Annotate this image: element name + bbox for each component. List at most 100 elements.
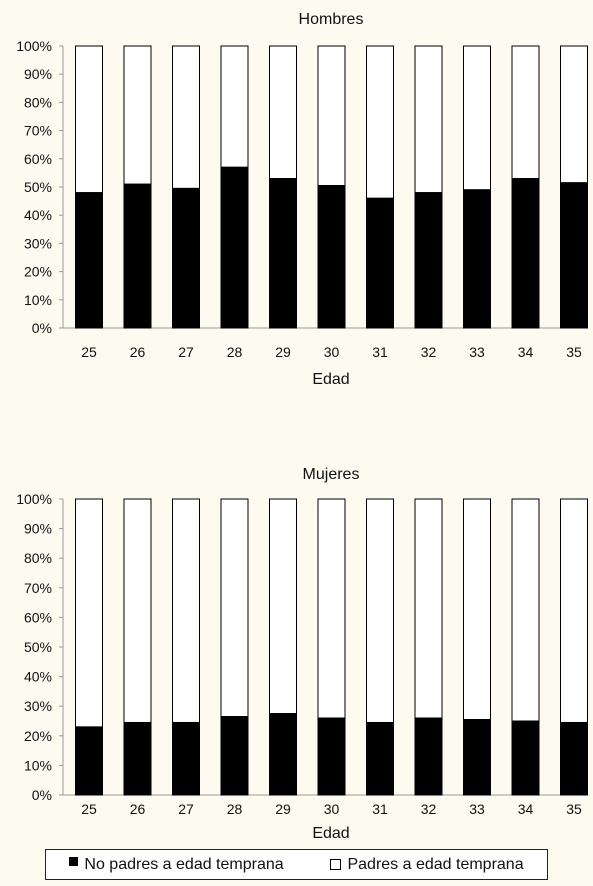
chart-0-bar-padres <box>560 45 588 184</box>
chart-1-bar-no-padres <box>560 721 588 796</box>
legend-swatch-filled <box>69 857 79 866</box>
chart-1-bar-padres <box>366 498 394 723</box>
chart-0-category-label: 34 <box>518 344 534 360</box>
legend-swatch-hollow <box>330 859 342 870</box>
chart-1-category-label: 26 <box>130 801 146 817</box>
chart-1-category-label: 25 <box>81 801 97 817</box>
chart-1-ytick-label: 40% <box>24 669 52 685</box>
chart-1-ytick-label: 50% <box>24 639 52 655</box>
chart-0-bar-no-padres <box>317 185 346 329</box>
chart-0-category-label: 35 <box>566 344 582 360</box>
chart-1-bar-padres <box>463 498 491 721</box>
chart-0-ytick-label: 10% <box>24 292 52 308</box>
chart-1-bar-no-padres <box>366 721 394 796</box>
chart-1-bar-padres <box>220 498 249 718</box>
chart-1-bar-no-padres <box>463 719 491 796</box>
legend-label-no-padres: No padres a edad temprana <box>84 855 284 873</box>
chart-0-bar-padres <box>172 45 200 189</box>
chart-0-bar-no-padres <box>463 189 491 329</box>
chart-0-bar-padres <box>220 45 249 168</box>
chart-1-ytick-label: 70% <box>24 580 52 596</box>
chart-1-category-label: 29 <box>275 801 291 817</box>
chart-0-ytick-label: 20% <box>24 264 52 280</box>
chart-0-category-label: 30 <box>324 344 340 360</box>
chart-0-category-label: 29 <box>275 344 291 360</box>
chart-0-category-label: 31 <box>372 344 388 360</box>
chart-1-ytick-label: 100% <box>16 491 52 507</box>
chart-1-category-label: 34 <box>518 801 534 817</box>
chart-1-bar-no-padres <box>123 721 152 796</box>
chart-0-bar-no-padres <box>560 182 588 329</box>
legend-item-padres: Padres a edad temprana <box>330 855 524 874</box>
chart-0-category-label: 25 <box>81 344 97 360</box>
chart-0-bar-padres <box>511 45 540 180</box>
chart-1-bar-no-padres <box>220 716 249 796</box>
chart-0-ytick-label: 100% <box>16 38 52 54</box>
chart-0-category-label: 27 <box>178 344 194 360</box>
chart-1-category-label: 27 <box>178 801 194 817</box>
legend-label-padres: Padres a edad temprana <box>347 855 524 873</box>
chart-1-category-label: 35 <box>566 801 582 817</box>
chart-0-category-label: 28 <box>227 344 243 360</box>
chart-1-ytick-label: 10% <box>24 757 52 773</box>
chart-0-xlabel: Edad <box>312 371 349 388</box>
chart-0-ytick-label: 40% <box>24 207 52 223</box>
chart-1-bar-no-padres <box>75 726 103 796</box>
chart-0-bar-no-padres <box>123 183 152 329</box>
chart-1-category-label: 32 <box>421 801 437 817</box>
chart-1-ytick-label: 0% <box>32 787 52 803</box>
chart-1-bar-padres <box>560 498 588 723</box>
chart-1-bar-padres <box>269 498 297 715</box>
chart-0-bar-no-padres <box>75 192 103 329</box>
chart-1-bar-no-padres <box>414 717 443 796</box>
chart-0-ytick-label: 0% <box>32 320 52 336</box>
chart-1-bar-padres <box>414 498 443 719</box>
chart-0-title: Hombres <box>299 11 364 28</box>
chart-1-ytick-label: 30% <box>24 698 52 714</box>
legend: No padres a edad temprana Padres a edad … <box>45 849 548 880</box>
chart-1-category-label: 33 <box>469 801 485 817</box>
chart-0-category-label: 32 <box>421 344 437 360</box>
chart-1-bar-no-padres <box>269 713 297 796</box>
chart-0-bar-padres <box>269 45 297 180</box>
chart-0-ytick-label: 30% <box>24 235 52 251</box>
chart-0-category-label: 33 <box>469 344 485 360</box>
chart-1-ytick-label: 20% <box>24 728 52 744</box>
chart-1-category-label: 30 <box>324 801 340 817</box>
chart-1-xlabel: Edad <box>312 825 349 842</box>
chart-1-category-label: 28 <box>227 801 243 817</box>
chart-1-bar-no-padres <box>511 720 540 796</box>
chart-0-bar-padres <box>414 45 443 194</box>
chart-1-ytick-label: 90% <box>24 521 52 537</box>
chart-0-ytick-label: 60% <box>24 151 52 167</box>
chart-0-bar-no-padres <box>366 197 394 329</box>
chart-0-bar-padres <box>123 45 152 185</box>
chart-0-ytick-label: 90% <box>24 66 52 82</box>
chart-0-bar-padres <box>366 45 394 199</box>
chart-0-ytick-label: 70% <box>24 123 52 139</box>
chart-0-bar-padres <box>75 45 103 194</box>
chart-1-ytick-label: 80% <box>24 550 52 566</box>
chart-1-ytick-label: 60% <box>24 609 52 625</box>
chart-1-bar-no-padres <box>317 717 346 796</box>
chart-1-bar-no-padres <box>172 721 200 796</box>
chart-1-bar-padres <box>75 498 103 728</box>
chart-0-bar-no-padres <box>220 166 249 329</box>
chart-1-bar-padres <box>511 498 540 722</box>
chart-1-title: Mujeres <box>303 466 360 483</box>
chart-0-bar-no-padres <box>511 178 540 329</box>
chart-1-bar-padres <box>123 498 152 723</box>
chart-1-bar-padres <box>172 498 200 723</box>
chart-0-bar-padres <box>463 45 491 191</box>
chart-0-bar-no-padres <box>414 192 443 329</box>
legend-item-no-padres: No padres a edad temprana <box>69 855 284 874</box>
chart-0-category-label: 26 <box>130 344 146 360</box>
chart-0-ytick-label: 80% <box>24 94 52 110</box>
chart-0-ytick-label: 50% <box>24 179 52 195</box>
chart-0-bar-no-padres <box>172 187 200 329</box>
chart-1-category-label: 31 <box>372 801 388 817</box>
chart-0-bar-no-padres <box>269 178 297 329</box>
chart-0-bar-padres <box>317 45 346 187</box>
